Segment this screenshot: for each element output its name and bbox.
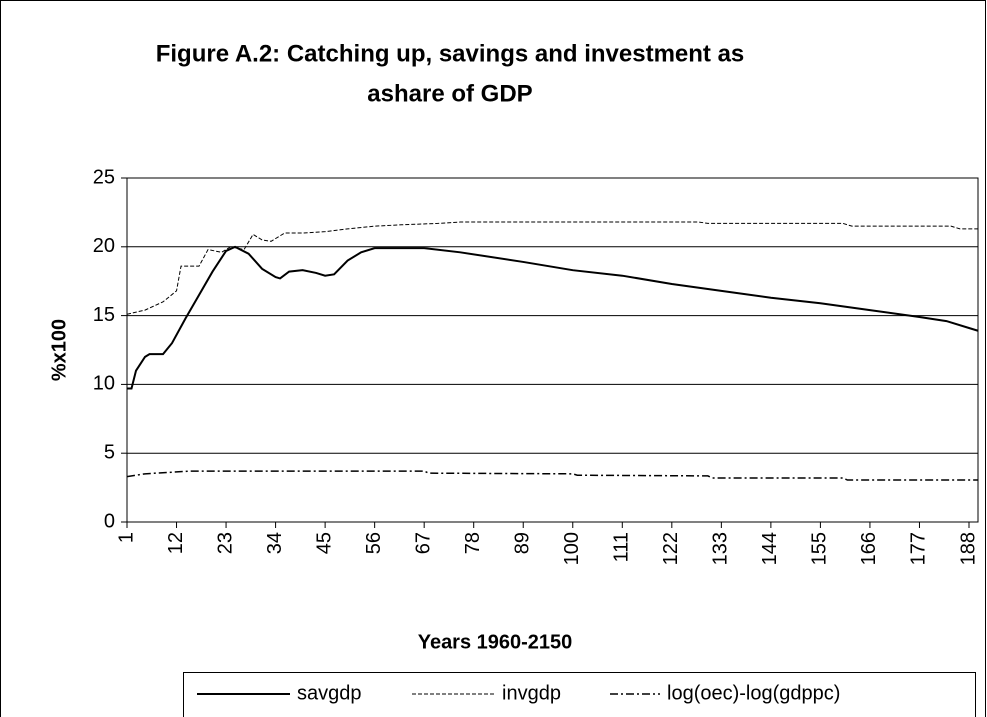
x-tick-label: 133 [710,532,732,565]
plot-area [126,177,979,523]
x-tick-label: 188 [957,532,979,565]
legend-label: invgdp [502,682,561,704]
line-series [127,245,979,390]
x-tick-label: 100 [561,532,583,565]
y-tick-label: 5 [104,441,115,463]
x-tick-label: 34 [264,532,286,554]
y-tick-label: 15 [93,304,115,326]
x-tick-label: 45 [313,532,335,554]
line-series [126,221,978,315]
y-tick-label: 25 [93,166,115,188]
x-tick-label: 1 [115,532,137,543]
x-tick-label: 111 [611,532,633,562]
y-axis-title: %x100 [48,319,70,381]
legend-label: savgdp [297,682,362,704]
x-tick-label: 144 [759,532,781,565]
x-tick-label: 155 [809,532,831,565]
x-tick-label: 166 [858,532,880,565]
legend-box [183,672,976,717]
x-tick-label: 56 [363,532,385,554]
y-tick-label: 0 [104,510,115,532]
y-tick-label: 10 [93,373,115,395]
x-tick-label: 67 [412,532,434,554]
chart-title: ashare of GDP [367,80,532,107]
x-tick-label: 23 [214,532,236,554]
legend-label: log(oec)-log(gdppc) [667,682,840,704]
x-tick-label: 122 [660,532,682,565]
x-tick-label: 89 [512,532,534,554]
x-tick-label: 12 [165,532,187,554]
chart-title: Figure A.2: Catching up, savings and inv… [156,40,745,67]
x-axis-title: Years 1960-2150 [418,631,573,653]
x-tick-label: 177 [908,532,930,565]
x-tick-label: 78 [462,532,484,554]
y-tick-label: 20 [93,235,115,257]
